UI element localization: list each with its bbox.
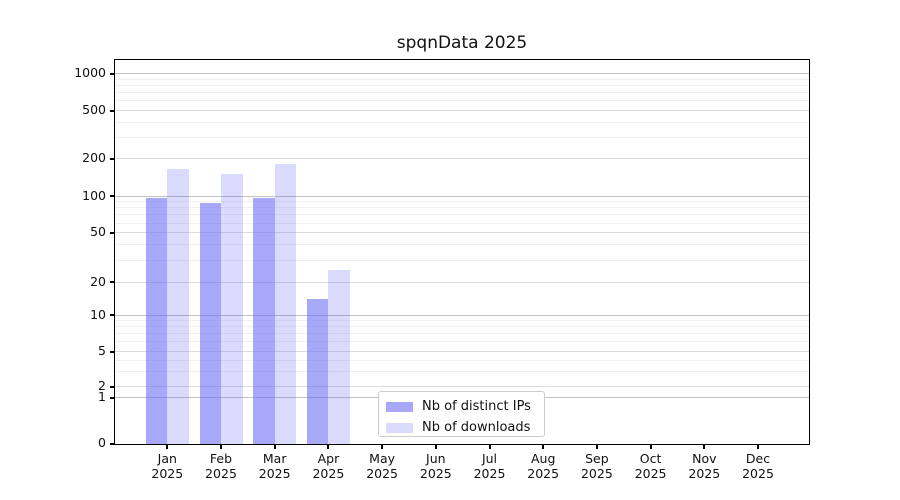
- minor-gridline: [115, 201, 809, 203]
- x-tick-label-mar: Mar 2025: [258, 451, 291, 481]
- y-tick-label: 5: [98, 343, 106, 358]
- bar-downloads-feb: [221, 173, 243, 444]
- x-tick-mark: [273, 445, 276, 449]
- y-tick-mark: [110, 72, 114, 75]
- y-tick-mark: [110, 109, 114, 112]
- y-tick-mark: [110, 195, 114, 198]
- gridline: [115, 232, 809, 233]
- x-tick-mark: [703, 445, 706, 449]
- bar-distinct-ips-jan: [145, 198, 168, 444]
- y-tick-label: 50: [90, 224, 106, 239]
- y-tick-mark: [110, 231, 114, 234]
- x-tick-label-jul: Jul 2025: [473, 451, 506, 481]
- bar-distinct-ips-feb: [199, 203, 221, 444]
- gridline: [115, 158, 809, 160]
- gridline: [115, 351, 809, 352]
- minor-gridline: [115, 214, 809, 216]
- y-tick-label: 20: [90, 273, 106, 289]
- bar-downloads-mar: [274, 164, 297, 444]
- minor-gridline: [115, 207, 809, 209]
- minor-gridline: [115, 222, 809, 224]
- minor-gridline: [115, 259, 809, 261]
- x-tick-mark: [220, 445, 222, 449]
- minor-gridline: [115, 85, 809, 87]
- x-tick-label-sep: Sep 2025: [580, 451, 613, 481]
- y-tick-mark: [110, 442, 114, 445]
- y-tick-mark: [110, 157, 114, 160]
- x-tick-mark: [542, 445, 545, 449]
- x-tick-label-aug: Aug 2025: [527, 451, 560, 481]
- x-tick-label-feb: Feb 2025: [205, 451, 237, 481]
- minor-gridline: [115, 121, 809, 123]
- x-tick-mark: [434, 445, 437, 449]
- major-gridline: [115, 195, 809, 197]
- x-tick-label-jan: Jan 2025: [151, 451, 184, 481]
- x-tick-label-nov: Nov 2025: [688, 451, 721, 481]
- minor-gridline: [115, 78, 809, 80]
- y-tick-mark: [110, 396, 114, 399]
- x-tick-label-oct: Oct 2025: [634, 451, 667, 481]
- x-tick-label-jun: Jun 2025: [419, 451, 452, 481]
- minor-gridline: [115, 359, 809, 361]
- bar-distinct-ips-apr: [306, 298, 329, 444]
- y-tick-mark: [110, 350, 114, 353]
- minor-gridline: [115, 136, 809, 138]
- y-tick-label: 2: [98, 378, 106, 393]
- minor-gridline: [115, 333, 809, 335]
- y-tick-label: 500: [82, 102, 106, 117]
- x-tick-mark: [595, 445, 598, 449]
- plot-area: [114, 59, 810, 445]
- y-tick-label: 100: [82, 187, 106, 203]
- minor-gridline: [115, 370, 809, 372]
- y-tick-mark: [110, 314, 114, 316]
- minor-gridline: [115, 244, 809, 246]
- x-tick-mark: [327, 445, 330, 449]
- x-tick-mark: [757, 445, 759, 449]
- y-tick-mark: [110, 385, 114, 388]
- x-tick-label-may: May 2025: [366, 451, 398, 481]
- bar-distinct-ips-mar: [253, 198, 275, 444]
- y-tick-label: 200: [82, 150, 106, 166]
- bar-downloads-jan: [167, 168, 189, 444]
- minor-gridline: [115, 100, 809, 102]
- y-tick-label: 0: [98, 435, 106, 451]
- gridline: [115, 110, 809, 111]
- x-tick-label-apr: Apr 2025: [312, 451, 345, 481]
- x-tick-mark: [166, 445, 169, 449]
- y-tick-mark: [110, 281, 114, 284]
- x-tick-mark: [381, 445, 384, 449]
- y-tick-label: 1000: [74, 65, 106, 81]
- chart-title: spqnData 2025: [396, 33, 528, 53]
- gridline: [115, 281, 809, 283]
- minor-gridline: [115, 341, 809, 343]
- bar-downloads-apr: [328, 269, 350, 444]
- minor-gridline: [115, 92, 809, 94]
- x-tick-mark: [649, 445, 652, 449]
- minor-gridline: [115, 320, 809, 321]
- minor-gridline: [115, 326, 809, 328]
- y-tick-label: 10: [90, 306, 106, 322]
- major-gridline: [115, 73, 809, 75]
- y-tick-label: 1: [98, 389, 106, 405]
- gridline: [115, 386, 809, 387]
- major-gridline: [115, 314, 809, 316]
- x-tick-mark: [488, 445, 491, 449]
- x-tick-label-dec: Dec 2025: [742, 451, 774, 481]
